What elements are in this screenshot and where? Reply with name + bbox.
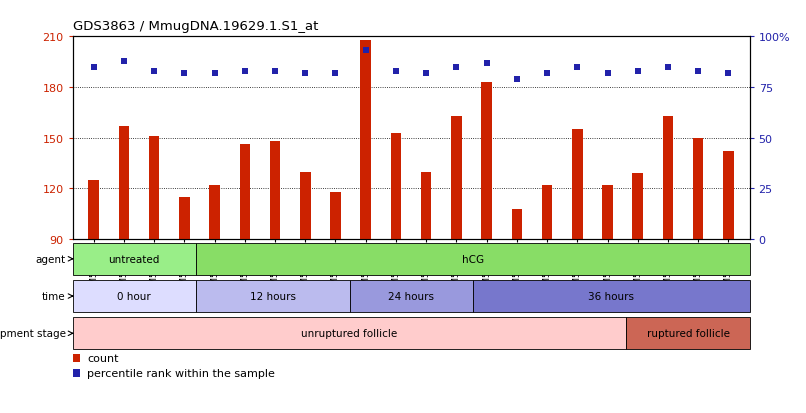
Text: count: count (87, 353, 119, 363)
Text: time: time (42, 291, 66, 301)
Bar (512, 209, 522, 240)
Bar (626, 318, 750, 349)
Bar (300, 172, 310, 240)
Bar (542, 185, 552, 240)
Bar (602, 185, 613, 240)
Bar (270, 142, 280, 240)
Bar (149, 137, 160, 240)
Bar (196, 243, 750, 275)
Bar (360, 40, 371, 240)
Text: 12 hours: 12 hours (250, 291, 296, 301)
Bar (451, 116, 462, 240)
Text: 24 hours: 24 hours (388, 291, 434, 301)
Bar (89, 180, 99, 240)
Text: 0 hour: 0 hour (117, 291, 151, 301)
Bar (572, 130, 583, 240)
Bar (481, 83, 492, 240)
Text: hCG: hCG (462, 254, 484, 264)
Bar (330, 192, 341, 240)
Bar (633, 174, 643, 240)
Text: ruptured follicle: ruptured follicle (646, 328, 729, 339)
Bar (239, 145, 250, 240)
Bar (73, 243, 196, 275)
Bar (421, 172, 431, 240)
Bar (179, 197, 189, 240)
Bar (663, 116, 673, 240)
Bar (73, 318, 626, 349)
Bar (73, 280, 196, 312)
Text: GDS3863 / MmugDNA.19629.1.S1_at: GDS3863 / MmugDNA.19629.1.S1_at (73, 20, 318, 33)
Bar (196, 280, 350, 312)
Bar (350, 280, 472, 312)
Text: unruptured follicle: unruptured follicle (301, 328, 397, 339)
Text: 36 hours: 36 hours (588, 291, 634, 301)
Text: agent: agent (35, 254, 66, 264)
Bar (693, 138, 704, 240)
Bar (723, 152, 733, 240)
Bar (210, 185, 220, 240)
Bar (118, 126, 129, 240)
Bar (472, 280, 750, 312)
Bar (391, 133, 401, 240)
Text: development stage: development stage (0, 328, 66, 339)
Text: untreated: untreated (108, 254, 160, 264)
Text: percentile rank within the sample: percentile rank within the sample (87, 368, 276, 378)
